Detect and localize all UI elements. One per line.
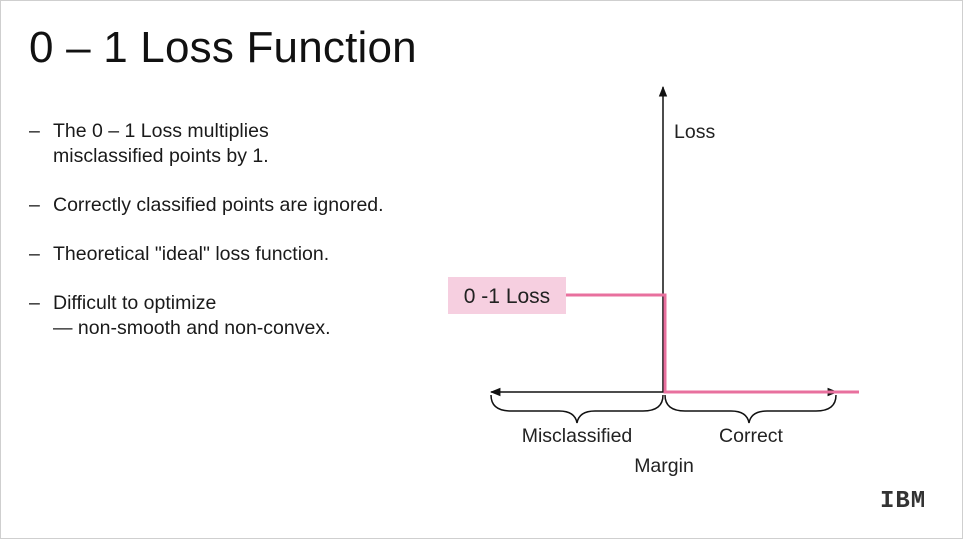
x-axis-label: Margin <box>634 455 694 477</box>
bullet-item: – The 0 – 1 Loss multiplies misclassifie… <box>29 119 449 169</box>
bullet-list: – The 0 – 1 Loss multiplies misclassifie… <box>29 119 449 341</box>
bullet-text: — non-smooth and non-convex. <box>53 317 331 339</box>
misclassified-brace <box>490 394 664 424</box>
y-axis-label: Loss <box>674 121 715 143</box>
slide-title: 0 – 1 Loss Function <box>29 23 417 72</box>
zero-one-loss-curve <box>566 293 859 394</box>
bullet-text: Difficult to optimize <box>53 292 217 314</box>
bullet-item: – Correctly classified points are ignore… <box>29 193 449 218</box>
bullet-dash: – <box>29 243 40 265</box>
curve-label: 0 -1 Loss <box>464 285 550 308</box>
curve-label-highlight <box>448 277 566 314</box>
ibm-logo: IBM <box>880 490 936 514</box>
bullet-text: misclassified points by 1. <box>53 145 269 167</box>
bullet-text: Correctly classified points are ignored. <box>53 194 384 216</box>
correct-brace <box>664 394 837 424</box>
bullet-dash: – <box>29 194 40 216</box>
bullet-dash: – <box>29 292 40 314</box>
bullet-text: Theoretical "ideal" loss function. <box>53 243 330 265</box>
bullet-text: The 0 – 1 Loss multiplies <box>53 120 269 142</box>
bullet-dash: – <box>29 120 40 142</box>
correct-label: Correct <box>719 425 784 447</box>
bullet-item: – Difficult to optimize — non-smooth and… <box>29 291 449 341</box>
bullet-item: – Theoretical "ideal" loss function. <box>29 242 449 267</box>
misclassified-label: Misclassified <box>522 425 633 447</box>
